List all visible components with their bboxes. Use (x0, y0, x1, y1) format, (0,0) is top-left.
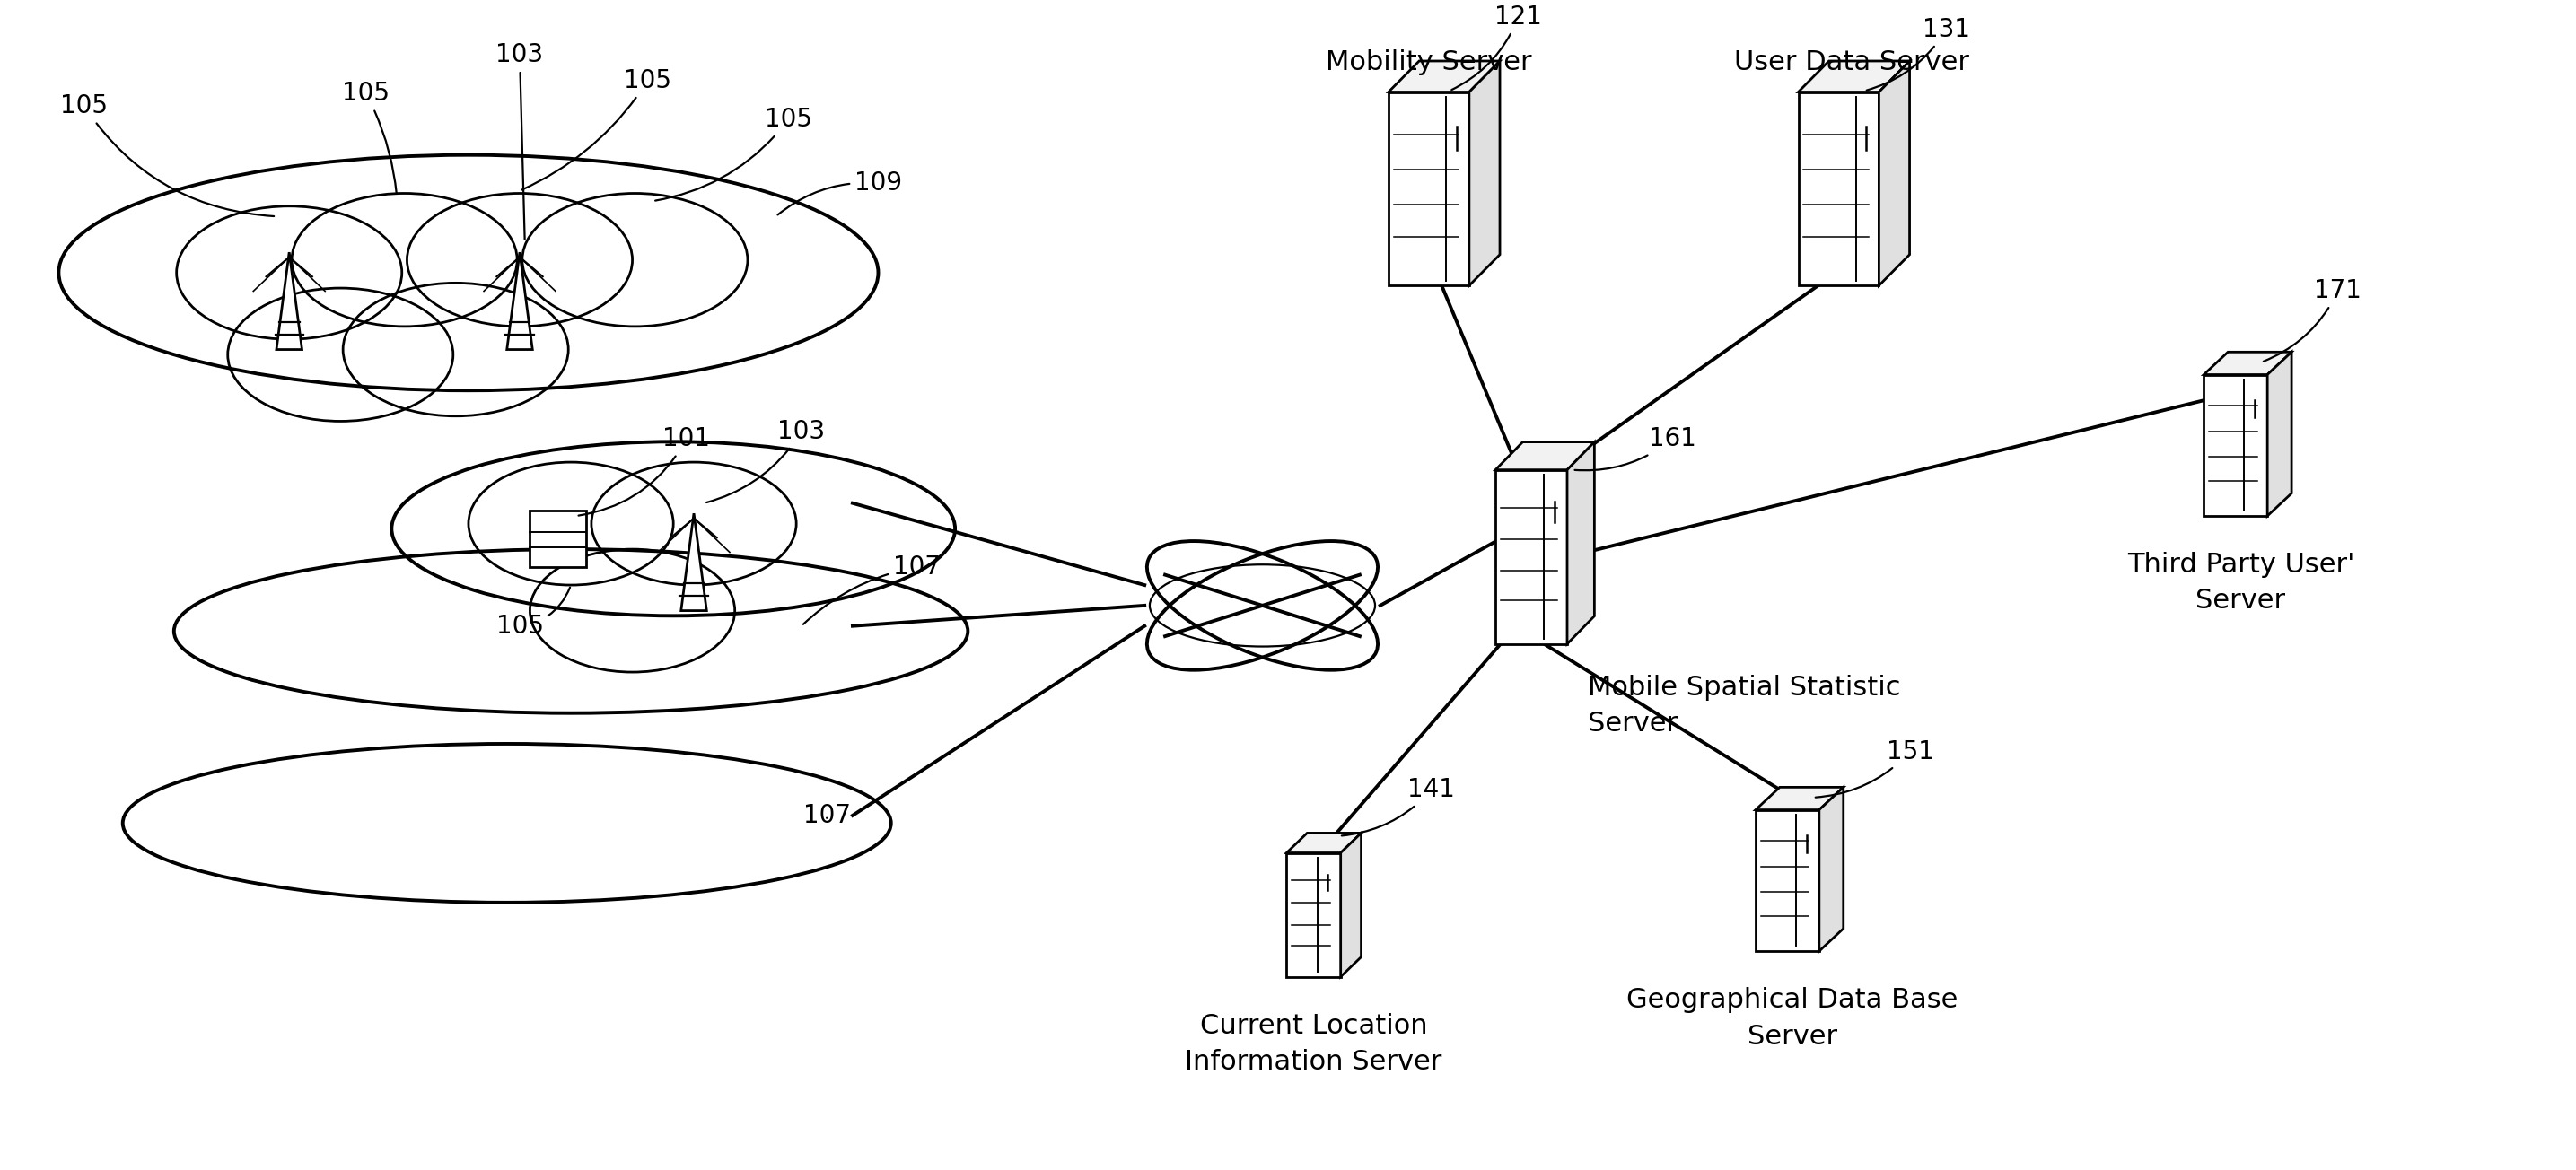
Text: 101: 101 (580, 427, 711, 516)
Text: Third Party User'
Server: Third Party User' Server (2128, 552, 2354, 614)
Polygon shape (1566, 442, 1595, 644)
Text: 131: 131 (1868, 16, 1971, 90)
Text: 105: 105 (59, 94, 273, 216)
Polygon shape (680, 514, 706, 611)
Polygon shape (1757, 810, 1819, 951)
Text: 151: 151 (1816, 739, 1935, 798)
Polygon shape (1285, 833, 1360, 853)
Polygon shape (1497, 470, 1566, 644)
Polygon shape (531, 511, 587, 567)
Text: 105: 105 (497, 587, 569, 639)
Text: 105: 105 (523, 68, 672, 190)
Text: 105: 105 (654, 106, 811, 200)
Text: Geographical Data Base
Server: Geographical Data Base Server (1628, 987, 1958, 1049)
Polygon shape (1878, 61, 1909, 285)
Polygon shape (1285, 853, 1340, 977)
Polygon shape (276, 253, 301, 350)
Text: 141: 141 (1342, 777, 1455, 835)
Polygon shape (2205, 374, 2267, 516)
Polygon shape (1468, 61, 1499, 285)
Polygon shape (1819, 787, 1844, 951)
Text: Current Location
Information Server: Current Location Information Server (1185, 1012, 1443, 1075)
Polygon shape (1757, 787, 1844, 810)
Text: User Data Server: User Data Server (1734, 49, 1968, 76)
Text: 171: 171 (2264, 278, 2362, 362)
Polygon shape (1388, 92, 1468, 285)
Text: 161: 161 (1574, 427, 1695, 470)
Text: Mobility Server: Mobility Server (1327, 49, 1533, 76)
Polygon shape (1340, 833, 1360, 977)
Polygon shape (1798, 92, 1878, 285)
Polygon shape (2205, 352, 2293, 374)
Text: Mobile Spatial Statistic
Server: Mobile Spatial Statistic Server (1587, 675, 1901, 737)
Polygon shape (1388, 61, 1499, 92)
Text: 103: 103 (495, 42, 544, 240)
Polygon shape (2267, 352, 2293, 516)
Text: 107: 107 (804, 803, 850, 828)
Text: 103: 103 (706, 419, 824, 502)
Polygon shape (507, 253, 533, 350)
Polygon shape (1497, 442, 1595, 470)
Text: 121: 121 (1453, 5, 1543, 90)
Text: 107: 107 (804, 555, 940, 625)
Text: 105: 105 (343, 81, 397, 193)
Polygon shape (1798, 61, 1909, 92)
Text: 109: 109 (778, 171, 902, 215)
